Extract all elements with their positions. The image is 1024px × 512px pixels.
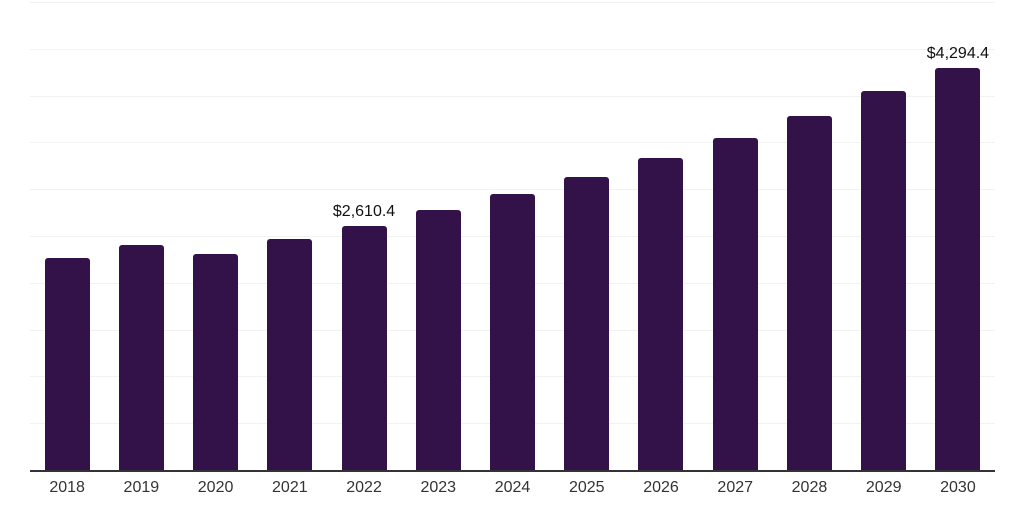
bar-group-2020 bbox=[178, 2, 252, 470]
gridline bbox=[30, 48, 995, 50]
bar-2023 bbox=[415, 209, 461, 470]
x-tick-label-2020: 2020 bbox=[197, 479, 234, 496]
x-tick-label-2022: 2022 bbox=[346, 479, 382, 496]
x-tick-label-2018: 2018 bbox=[49, 479, 85, 496]
bar-group-2023 bbox=[401, 2, 475, 470]
bar-2025 bbox=[564, 177, 610, 470]
bar-group-2027 bbox=[698, 2, 772, 470]
bar-group-2030: $4,294.4 bbox=[921, 2, 995, 470]
x-axis-line bbox=[30, 470, 995, 472]
bar-group-2019 bbox=[104, 2, 178, 470]
bar-group-2021 bbox=[253, 2, 327, 470]
bar-group-2018 bbox=[30, 2, 104, 470]
bars-container: $2,610.4 $4,294.4 bbox=[30, 2, 995, 470]
x-tick-label-2028: 2028 bbox=[791, 479, 828, 496]
gridline bbox=[30, 2, 995, 3]
x-tick-label-2027: 2027 bbox=[717, 479, 754, 496]
bar-2021 bbox=[267, 238, 313, 470]
bar-2030 bbox=[935, 68, 981, 470]
x-tick-label-2025: 2025 bbox=[568, 479, 605, 496]
x-tick-label-2029: 2029 bbox=[865, 479, 902, 496]
x-tick-label-2021: 2021 bbox=[272, 479, 308, 496]
gridline bbox=[30, 189, 995, 191]
bar-value-label-2022: $2,610.4 bbox=[332, 202, 396, 220]
bar-2024 bbox=[490, 194, 536, 470]
bar-2026 bbox=[638, 158, 684, 470]
x-tick-label-2030: 2030 bbox=[940, 479, 976, 496]
bar-2018 bbox=[44, 258, 90, 470]
x-axis-tick-labels: 2018 2019 2020 2021 2022 2023 2024 2025 2026 2027… bbox=[30, 480, 995, 496]
bar-value-label-2030: $4,294.4 bbox=[926, 45, 990, 63]
bar-2022 bbox=[341, 225, 387, 470]
gridline bbox=[30, 95, 995, 97]
bar-group-2025 bbox=[550, 2, 624, 470]
bar-group-2022: $2,610.4 bbox=[327, 2, 401, 470]
plot-area: $2,610.4 $4,294.4 bbox=[30, 2, 995, 472]
bar-group-2028 bbox=[772, 2, 846, 470]
bar-2019 bbox=[118, 244, 164, 470]
bar-2027 bbox=[712, 138, 758, 470]
bar-2029 bbox=[861, 91, 907, 470]
x-tick-label-2024: 2024 bbox=[494, 479, 531, 496]
bar-2020 bbox=[193, 253, 239, 470]
bar-2028 bbox=[786, 116, 832, 470]
gridline bbox=[30, 142, 995, 144]
x-tick-label-2019: 2019 bbox=[123, 479, 160, 496]
x-tick-label-2026: 2026 bbox=[643, 479, 679, 496]
bar-group-2026 bbox=[624, 2, 698, 470]
bar-group-2029 bbox=[847, 2, 921, 470]
x-tick-label-2023: 2023 bbox=[420, 479, 457, 496]
bar-group-2024 bbox=[475, 2, 549, 470]
